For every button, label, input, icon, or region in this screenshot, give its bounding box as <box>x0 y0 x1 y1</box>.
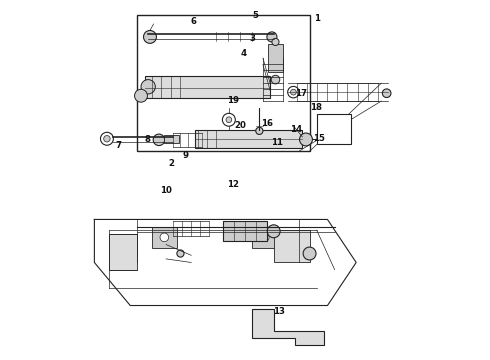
Text: 4: 4 <box>240 49 246 58</box>
Bar <box>252 226 277 248</box>
Circle shape <box>288 86 299 98</box>
Text: 11: 11 <box>271 138 283 147</box>
Circle shape <box>100 132 113 145</box>
Circle shape <box>256 127 263 134</box>
Circle shape <box>144 31 156 43</box>
Bar <box>145 76 270 98</box>
Text: 2: 2 <box>169 159 174 168</box>
Bar <box>317 114 351 144</box>
Text: 8: 8 <box>145 135 150 144</box>
Circle shape <box>260 233 269 242</box>
Circle shape <box>222 113 235 126</box>
Circle shape <box>272 39 279 45</box>
Text: 18: 18 <box>310 103 321 112</box>
Circle shape <box>291 89 296 95</box>
Circle shape <box>326 136 333 143</box>
Circle shape <box>299 133 313 146</box>
Circle shape <box>104 135 110 142</box>
Circle shape <box>267 225 280 238</box>
Circle shape <box>177 250 184 257</box>
Text: 3: 3 <box>249 34 255 43</box>
Circle shape <box>321 120 334 133</box>
Circle shape <box>153 134 165 145</box>
Text: 19: 19 <box>227 96 240 105</box>
Text: 9: 9 <box>183 151 189 160</box>
Text: 1: 1 <box>314 14 319 23</box>
Circle shape <box>303 247 316 260</box>
Circle shape <box>267 32 277 42</box>
Text: 5: 5 <box>253 10 259 19</box>
Circle shape <box>226 117 232 123</box>
Polygon shape <box>252 309 324 345</box>
Text: 6: 6 <box>190 17 196 26</box>
Text: 14: 14 <box>290 125 302 134</box>
Text: 12: 12 <box>227 180 240 189</box>
Circle shape <box>141 80 155 94</box>
Text: 13: 13 <box>273 307 285 316</box>
Text: 10: 10 <box>160 186 172 195</box>
Text: 7: 7 <box>116 141 122 150</box>
Text: 16: 16 <box>261 119 273 128</box>
Bar <box>195 130 302 148</box>
Bar <box>137 15 310 151</box>
Circle shape <box>382 89 391 98</box>
Bar <box>109 234 137 270</box>
Text: 15: 15 <box>313 134 325 143</box>
Circle shape <box>271 75 280 84</box>
Circle shape <box>135 89 147 102</box>
Circle shape <box>160 233 169 242</box>
Text: 17: 17 <box>295 89 307 98</box>
Text: 20: 20 <box>235 121 246 130</box>
Bar <box>274 230 310 262</box>
Bar <box>223 221 267 241</box>
Bar <box>269 44 283 72</box>
Bar <box>152 226 177 248</box>
Bar <box>164 135 179 143</box>
